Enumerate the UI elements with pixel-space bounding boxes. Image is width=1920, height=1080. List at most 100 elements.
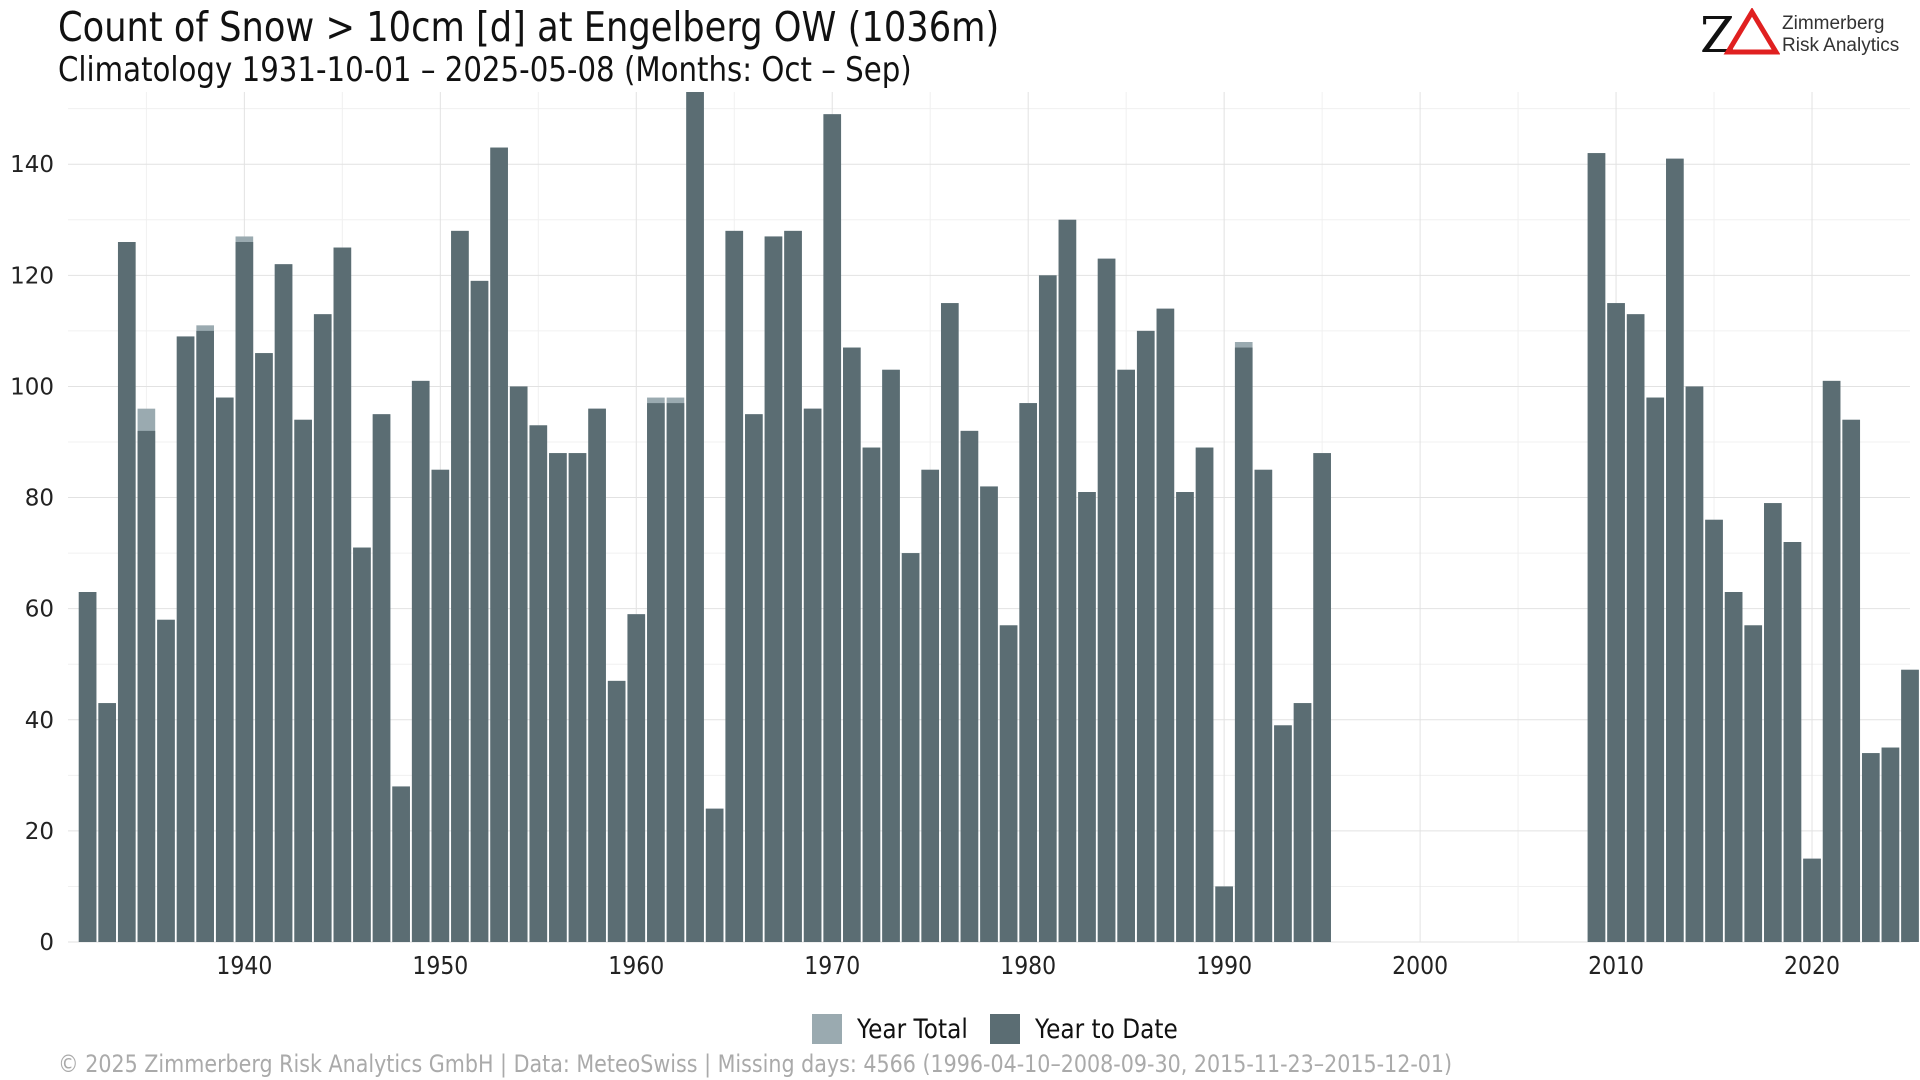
bar-year-to-date bbox=[1117, 369, 1135, 942]
bar-year-to-date bbox=[529, 425, 548, 942]
bar-year-to-date bbox=[666, 403, 685, 943]
legend-label-year-total: Year Total bbox=[857, 1013, 968, 1045]
legend-item-year-total: Year Total bbox=[812, 1014, 972, 1045]
x-tick-label: 2020 bbox=[1784, 951, 1840, 981]
bar-year-to-date bbox=[1861, 753, 1880, 942]
bar-year-to-date bbox=[960, 430, 979, 942]
bar-year-to-date bbox=[1176, 492, 1194, 942]
x-tick-label: 2010 bbox=[1588, 951, 1644, 981]
bar-year-to-date bbox=[451, 230, 469, 942]
bar-year-to-date bbox=[117, 242, 136, 942]
bar-year-to-date bbox=[78, 592, 97, 942]
bar-year-to-date bbox=[705, 808, 724, 942]
chart-title: Count of Snow > 10cm [d] at Engelberg OW… bbox=[58, 3, 1000, 51]
bar-year-to-date bbox=[196, 330, 214, 942]
x-tick-label: 2000 bbox=[1392, 951, 1448, 981]
x-tick-label: 1940 bbox=[216, 951, 272, 981]
y-tick-label: 40 bbox=[25, 708, 54, 734]
bar-year-to-date bbox=[1607, 303, 1625, 943]
bar-year-to-date bbox=[764, 236, 783, 942]
bar-year-to-date bbox=[1313, 453, 1331, 942]
bar-year-to-date bbox=[549, 453, 567, 942]
bar-year-to-date bbox=[333, 247, 352, 943]
x-tick-label: 1960 bbox=[608, 951, 664, 981]
bar-year-to-date bbox=[568, 453, 587, 942]
bar-year-to-date bbox=[176, 336, 195, 942]
bar-year-to-date bbox=[686, 92, 704, 942]
y-tick-label: 140 bbox=[10, 152, 54, 178]
bar-year-to-date bbox=[803, 408, 822, 943]
bar-year-to-date bbox=[490, 147, 508, 943]
bar-year-to-date bbox=[1783, 542, 1802, 942]
y-tick-label: 60 bbox=[25, 597, 54, 623]
bar-year-to-date bbox=[137, 430, 156, 942]
bar-year-to-date bbox=[255, 353, 273, 943]
y-tick-label: 20 bbox=[25, 819, 54, 845]
bar-year-to-date bbox=[1646, 397, 1665, 942]
legend-item-year-to-date: Year to Date bbox=[989, 1013, 1187, 1045]
bar-year-to-date bbox=[980, 486, 998, 942]
bar-year-to-date bbox=[1724, 592, 1743, 942]
legend: Year Total Year to Date bbox=[812, 1012, 1205, 1046]
legend-label-year-to-date: Year to Date bbox=[1034, 1013, 1178, 1045]
logo-line1: Zimmerberg bbox=[1782, 13, 1885, 34]
bar-year-to-date bbox=[1666, 158, 1684, 942]
y-tick-label: 120 bbox=[10, 263, 54, 289]
bar-year-to-date bbox=[1136, 330, 1155, 942]
footer-credits: © 2025 Zimmerberg Risk Analytics GmbH | … bbox=[58, 1050, 1453, 1078]
bar-year-to-date bbox=[745, 414, 763, 942]
bar-year-to-date bbox=[274, 264, 293, 942]
bar-year-to-date bbox=[823, 114, 842, 942]
legend-swatch-year-total bbox=[812, 1014, 842, 1044]
bar-year-to-date bbox=[392, 786, 410, 942]
bar-year-to-date bbox=[1685, 386, 1704, 942]
bar-year-to-date bbox=[470, 280, 489, 942]
bar-year-to-date bbox=[1764, 503, 1782, 942]
bar-year-to-date bbox=[1705, 519, 1723, 942]
bar-year-to-date bbox=[1901, 669, 1919, 942]
bar-year-to-date bbox=[1215, 886, 1233, 942]
bar-year-to-date bbox=[921, 469, 940, 942]
bar-year-to-date bbox=[901, 553, 920, 942]
bar-year-to-date bbox=[1881, 747, 1900, 942]
bar-year-to-date bbox=[431, 469, 450, 942]
x-tick-label: 1970 bbox=[804, 951, 860, 981]
bar-year-to-date bbox=[215, 397, 234, 942]
y-tick-label: 0 bbox=[39, 930, 54, 956]
x-axis-tick-labels: 1940 1950 1960 1970 1980 1990 2000 2010 2020 bbox=[216, 951, 1840, 981]
bar-year-to-date bbox=[1274, 725, 1292, 942]
bar-year-to-date bbox=[627, 614, 646, 942]
bar-year-to-date bbox=[1587, 153, 1606, 943]
bar-year-to-date bbox=[372, 414, 391, 942]
bar-year-to-date bbox=[411, 380, 430, 942]
bar-year-to-date bbox=[1744, 625, 1763, 942]
bar-year-to-date bbox=[862, 447, 881, 942]
logo-text: Zimmerberg Risk Analytics bbox=[1782, 13, 1899, 57]
bar-year-to-date bbox=[999, 625, 1018, 942]
bar-year-to-date bbox=[509, 386, 528, 942]
bar-year-to-date bbox=[882, 369, 900, 942]
legend-swatch-year-to-date bbox=[989, 1014, 1020, 1044]
bar-year-to-date bbox=[98, 703, 117, 942]
company-logo: Z Zimmerberg Risk Analytics bbox=[1700, 8, 1910, 64]
chart-subtitle: Climatology 1931-10-01 – 2025-05-08 (Mon… bbox=[58, 50, 912, 90]
bar-year-to-date bbox=[1254, 469, 1273, 942]
bar-year-to-date bbox=[1822, 380, 1841, 942]
logo-line2: Risk Analytics bbox=[1782, 35, 1900, 56]
bar-year-to-date bbox=[1234, 347, 1253, 942]
bar-year-to-date bbox=[1195, 447, 1214, 942]
bar-year-to-date bbox=[313, 314, 332, 942]
bar-year-to-date bbox=[784, 230, 802, 942]
bar-year-to-date bbox=[1842, 419, 1861, 942]
bar-year-to-date bbox=[1156, 308, 1175, 943]
bar-year-to-date bbox=[353, 547, 371, 942]
bar-year-to-date bbox=[940, 303, 959, 943]
y-tick-label: 100 bbox=[10, 374, 54, 400]
bars-year-to-date bbox=[78, 92, 1919, 943]
bar-year-to-date bbox=[1078, 492, 1096, 942]
bar-year-to-date bbox=[1626, 314, 1645, 942]
bar-year-to-date bbox=[607, 680, 626, 942]
bar-year-to-date bbox=[1293, 703, 1312, 942]
y-tick-label: 80 bbox=[25, 486, 54, 512]
